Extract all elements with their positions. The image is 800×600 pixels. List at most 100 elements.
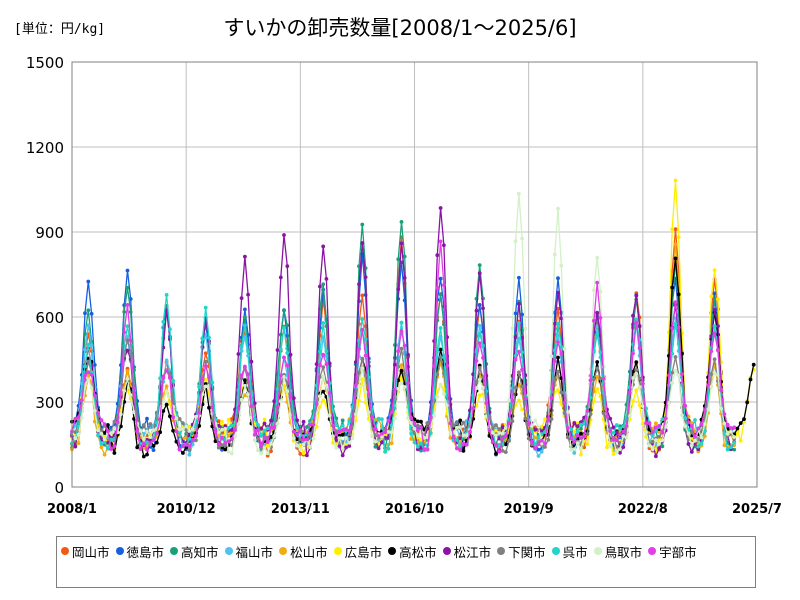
data-point <box>468 430 472 434</box>
data-point <box>181 451 185 455</box>
data-point <box>275 348 280 352</box>
data-point <box>138 447 143 451</box>
data-point <box>327 390 332 395</box>
data-point <box>667 401 671 406</box>
data-point <box>262 417 267 422</box>
data-point <box>624 435 629 440</box>
data-point <box>673 321 678 326</box>
data-point <box>243 364 247 369</box>
data-point <box>223 447 228 452</box>
data-point <box>719 406 723 411</box>
data-point <box>216 442 221 447</box>
data-point <box>321 365 326 370</box>
data-point <box>614 450 619 455</box>
data-point <box>99 431 104 436</box>
data-point <box>614 438 619 443</box>
data-point <box>269 449 273 454</box>
data-point <box>305 453 309 458</box>
data-point <box>748 377 753 382</box>
data-point <box>187 436 192 441</box>
legend-marker-icon <box>115 547 124 555</box>
data-point <box>654 421 658 426</box>
data-point <box>575 441 580 446</box>
data-point <box>562 400 567 405</box>
data-point <box>552 348 557 353</box>
data-point <box>73 416 78 421</box>
data-point <box>438 347 443 352</box>
data-point <box>86 373 91 378</box>
data-point <box>513 311 518 316</box>
data-point <box>168 327 172 332</box>
data-point <box>213 429 218 434</box>
data-point <box>229 436 234 441</box>
data-point <box>295 425 299 430</box>
data-point <box>102 422 107 427</box>
data-point <box>572 421 577 426</box>
data-point <box>693 438 697 443</box>
data-point <box>474 386 479 391</box>
data-point <box>732 425 737 430</box>
data-point <box>393 416 397 421</box>
data-point <box>99 418 104 423</box>
data-point <box>494 423 498 427</box>
data-point <box>455 438 459 442</box>
data-point <box>438 355 443 360</box>
series-12 <box>70 239 737 454</box>
data-point <box>151 428 156 433</box>
data-point <box>128 338 133 343</box>
data-point <box>686 431 691 436</box>
data-point <box>455 446 459 451</box>
data-point <box>373 427 378 432</box>
data-point <box>168 368 172 373</box>
data-point <box>125 303 130 307</box>
legend: 岡山市 徳島市 高知市 福山市 松山市 広島市 高松市 松江市 下関市 呉市 鳥取市 宇部市 <box>56 536 756 588</box>
data-point <box>125 285 130 290</box>
legend-marker-icon <box>279 547 288 555</box>
data-point <box>507 438 511 443</box>
x-tick-label: 2010/12 <box>157 502 216 517</box>
data-point <box>425 421 430 426</box>
data-point <box>611 425 616 430</box>
data-point <box>663 416 668 421</box>
data-point <box>112 419 117 424</box>
data-point <box>291 396 296 400</box>
data-point <box>145 416 149 421</box>
data-point <box>168 414 172 419</box>
data-point <box>562 347 567 351</box>
data-point <box>246 392 251 397</box>
data-point <box>256 428 260 433</box>
data-point <box>396 386 401 391</box>
legend-label: 鳥取市 <box>604 544 643 560</box>
data-point <box>706 383 710 388</box>
data-point <box>536 424 541 429</box>
data-point <box>376 416 381 421</box>
data-point <box>203 384 208 389</box>
data-point <box>216 445 221 450</box>
data-point <box>393 387 397 392</box>
data-point <box>608 416 613 421</box>
data-point <box>481 306 485 311</box>
data-point <box>239 345 244 349</box>
data-point <box>415 444 420 449</box>
data-point <box>370 415 374 420</box>
data-point <box>96 428 100 433</box>
data-point <box>158 430 163 435</box>
data-point <box>517 349 521 354</box>
data-point <box>265 440 270 445</box>
y-tick-label: 1200 <box>26 139 64 157</box>
data-point <box>539 425 544 429</box>
data-point <box>445 403 449 408</box>
data-point <box>409 421 414 425</box>
data-point <box>494 443 498 448</box>
data-point <box>676 325 681 330</box>
data-point <box>181 444 185 448</box>
legend-item: 宇部市 <box>648 541 697 561</box>
data-point <box>132 410 136 415</box>
data-point <box>122 310 127 314</box>
data-point <box>177 430 182 435</box>
chart-title: すいかの卸売数量[2008/1～2025/6] <box>223 16 577 40</box>
data-point <box>598 316 603 320</box>
data-point <box>386 418 391 423</box>
data-point <box>650 447 655 452</box>
data-point <box>428 415 433 420</box>
